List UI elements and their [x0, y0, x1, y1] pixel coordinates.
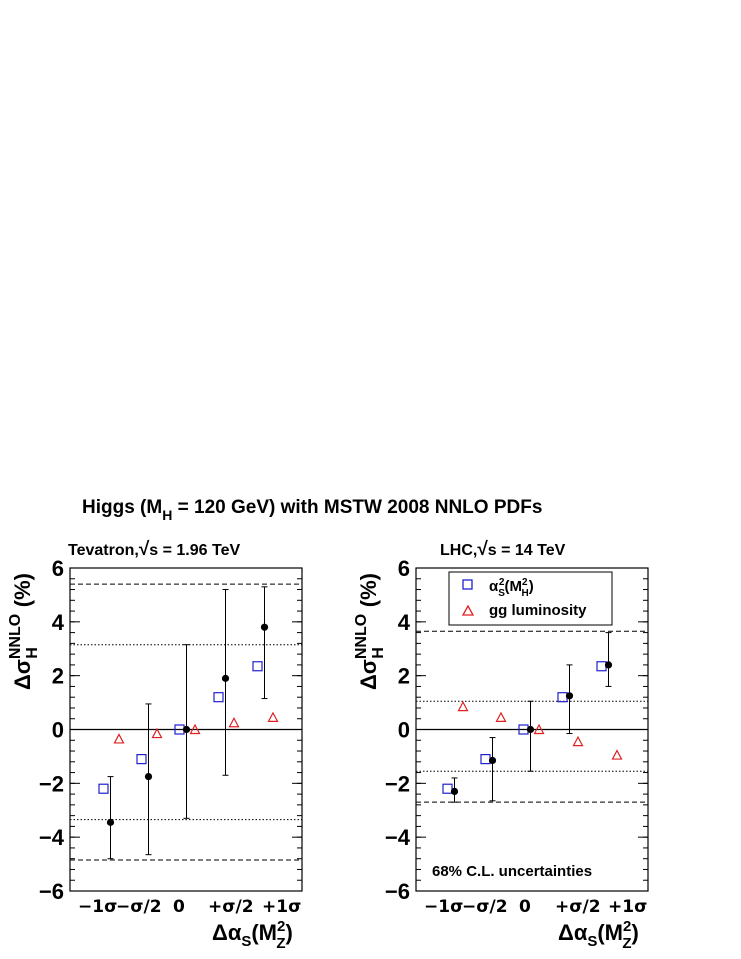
- triangle-point: [113, 733, 125, 744]
- x-tick-label: −1σ: [424, 897, 463, 917]
- triangle-point: [572, 735, 584, 747]
- data-point: [526, 725, 535, 734]
- data-point: [106, 818, 115, 826]
- legend: αS2(M2 H) gg luminosity: [448, 571, 613, 626]
- x-tick-label: +σ/2: [208, 897, 254, 917]
- square-point: [252, 661, 263, 672]
- y-tick-label: 6: [398, 556, 410, 581]
- triangle-point: [611, 749, 623, 760]
- data-point: [565, 692, 574, 700]
- y-tick-label: 0: [398, 718, 410, 743]
- x-tick-label: +1σ: [262, 897, 301, 917]
- y-axis-label: ΔσNNLOH(%): [7, 573, 41, 690]
- y-tick-label: −6: [385, 879, 410, 904]
- annotation: 68% C.L. uncertainties: [432, 863, 592, 880]
- x-tick-label: 0: [519, 897, 531, 917]
- y-tick-label: −4: [385, 825, 411, 850]
- square-point: [442, 783, 453, 794]
- data-point: [604, 661, 613, 669]
- y-tick-label: 2: [398, 664, 410, 689]
- x-tick-label: +1σ: [608, 897, 647, 917]
- x-axis-label: ΔαS(M2 Z): [558, 918, 639, 952]
- legend-box: [448, 571, 613, 626]
- y-tick-label: −6: [39, 879, 64, 904]
- data-point: [221, 674, 230, 682]
- triangle-point: [267, 711, 279, 722]
- x-tick-label: −1σ: [78, 897, 117, 917]
- y-tick-label: 4: [52, 610, 65, 635]
- legend-entry-squares: αS2(M2 H): [489, 577, 534, 599]
- legend-triangle-marker: [461, 604, 475, 616]
- figure-title: Higgs (MH = 120 GeV) with MSTW 2008 NNLO…: [82, 497, 542, 523]
- x-tick-label: 0: [173, 897, 185, 917]
- triangle-point: [228, 716, 240, 728]
- lhc-panel: LHC,√s = 14 TeV −6 −4 −2 0 2 4 6 −1σ−σ/2 0 +σ/2 +1σ…: [353, 539, 649, 952]
- square-point: [596, 661, 607, 672]
- triangle-point: [495, 711, 507, 722]
- square-point: [480, 754, 491, 765]
- data-point: [182, 725, 191, 734]
- data-point: [450, 787, 459, 796]
- x-axis-label: ΔαS(M2 Z): [212, 918, 293, 952]
- square-point: [557, 692, 568, 703]
- x-tick-label: −σ/2: [462, 897, 508, 917]
- y-tick-label: 6: [52, 556, 64, 581]
- y-axis-label: ΔσNNLOH(%): [353, 573, 387, 690]
- y-tick-label: 0: [52, 718, 64, 743]
- triangle-point: [189, 723, 201, 735]
- y-tick-label: −2: [39, 771, 64, 796]
- legend-entry-triangles: gg luminosity: [489, 602, 587, 619]
- panel-title: Tevatron,√s = 1.96 TeV: [68, 539, 240, 560]
- tevatron-panel: Tevatron,√s = 1.96 TeV −6 −4 −2 0 2 4 6 −1σ−σ/2 0…: [7, 539, 303, 952]
- x-tick-label: +σ/2: [555, 897, 601, 917]
- square-point: [98, 783, 109, 794]
- data-point: [260, 623, 269, 631]
- triangle-point: [457, 700, 469, 712]
- square-point: [213, 692, 224, 703]
- data-point: [144, 773, 153, 781]
- triangle-point: [151, 727, 163, 739]
- panel-title: LHC,√s = 14 TeV: [440, 539, 566, 560]
- square-point: [136, 754, 147, 765]
- y-tick-label: −4: [39, 825, 65, 850]
- y-tick-label: 2: [52, 664, 64, 689]
- data-point: [488, 756, 497, 765]
- triangle-point: [533, 723, 545, 735]
- x-tick-label: −σ/2: [116, 897, 162, 917]
- y-tick-label: −2: [385, 771, 410, 796]
- y-tick-label: 4: [398, 610, 411, 635]
- legend-square-marker: [462, 579, 473, 590]
